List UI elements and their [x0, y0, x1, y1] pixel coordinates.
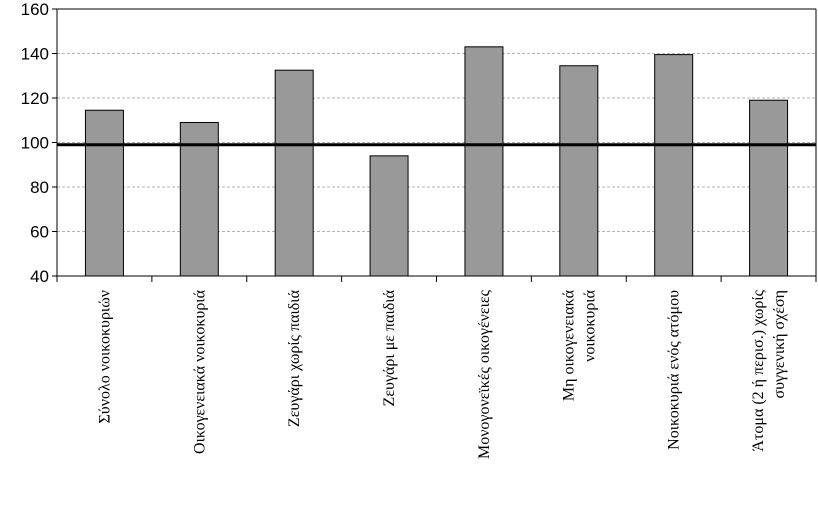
x-tick-label: Νοικοκυριά ενός ατόμου — [666, 290, 683, 450]
y-tick-label: 80 — [30, 178, 49, 197]
bar — [559, 65, 599, 277]
x-tick-label-line: Σύνολο νοικοκυριών — [96, 290, 113, 424]
x-tick-label: Ζευγάρι χωρίς παιδιά — [286, 289, 303, 427]
x-tick-label-line: Νοικοκυριά ενός ατόμου — [666, 290, 683, 450]
x-tick-label: Ζευγάρι με παιδιά — [381, 289, 398, 406]
x-tick-label: Άτομα (2 ή περισ.) χωρίς συγγενική σχέση — [750, 289, 788, 451]
x-tick-label-line: συγγενική σχέση — [771, 290, 788, 399]
x-tick-label-line: Ζευγάρι με παιδιά — [381, 289, 398, 406]
bar — [749, 99, 789, 277]
x-tick-label-line: Άτομα (2 ή περισ.) χωρίς — [750, 289, 767, 451]
x-tick-label-line: Μη οικογενειακά — [560, 289, 577, 401]
x-tick-label-line: Οικογενειακά νοικοκυριά — [191, 289, 208, 454]
y-tick-label: 40 — [30, 267, 49, 286]
y-tick-label: 120 — [21, 89, 49, 108]
bar — [464, 46, 504, 277]
y-tick-label: 60 — [30, 223, 49, 242]
x-tick-label-line: νοικοκυριά — [581, 289, 598, 362]
bar — [654, 54, 694, 277]
y-tick-label: 160 — [21, 0, 49, 19]
x-tick-label: Μη οικογενειακά νοικοκυριά — [560, 289, 598, 401]
x-tick-label: Σύνολο νοικοκυριών — [96, 290, 113, 424]
x-tick-label: Μονογονεϊκές οικογένειες — [476, 289, 493, 459]
y-tick-label: 100 — [21, 134, 49, 153]
bar — [274, 69, 314, 277]
bar — [369, 155, 409, 277]
x-tick-label-line: Ζευγάρι χωρίς παιδιά — [286, 289, 303, 427]
x-tick-label: Οικογενειακά νοικοκυριά — [191, 289, 208, 454]
y-tick-label: 140 — [21, 45, 49, 64]
bar — [179, 121, 219, 277]
bar — [84, 109, 124, 277]
x-tick-label-line: Μονογονεϊκές οικογένειες — [476, 289, 493, 459]
